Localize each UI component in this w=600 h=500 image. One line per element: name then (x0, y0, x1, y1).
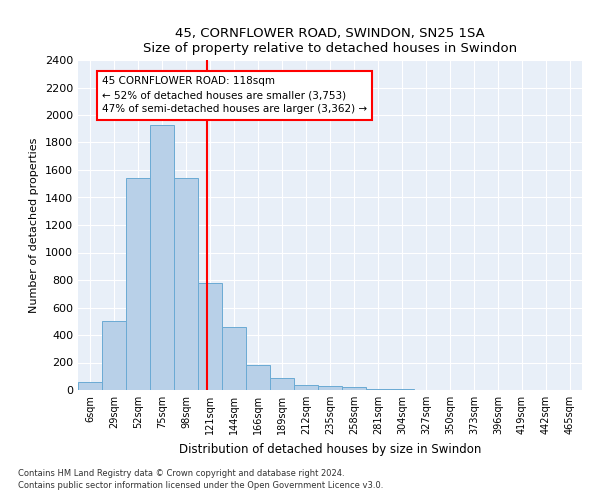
Bar (246, 364, 270, 390)
Bar (294, 385, 318, 390)
Bar (174, 178, 198, 390)
Bar (78, 382, 102, 390)
Bar (126, 178, 150, 390)
X-axis label: Distribution of detached houses by size in Swindon: Distribution of detached houses by size … (179, 442, 481, 456)
Bar (150, 124, 174, 390)
Bar (270, 378, 294, 390)
Title: 45, CORNFLOWER ROAD, SWINDON, SN25 1SA
Size of property relative to detached hou: 45, CORNFLOWER ROAD, SWINDON, SN25 1SA S… (143, 26, 517, 54)
Bar (102, 322, 126, 390)
Bar (198, 283, 222, 390)
Text: Contains public sector information licensed under the Open Government Licence v3: Contains public sector information licen… (18, 480, 383, 490)
Text: 45 CORNFLOWER ROAD: 118sqm
← 52% of detached houses are smaller (3,753)
47% of s: 45 CORNFLOWER ROAD: 118sqm ← 52% of deta… (102, 76, 367, 114)
Y-axis label: Number of detached properties: Number of detached properties (29, 138, 40, 312)
Text: Contains HM Land Registry data © Crown copyright and database right 2024.: Contains HM Land Registry data © Crown c… (18, 469, 344, 478)
Bar (318, 386, 342, 390)
Bar (342, 387, 366, 390)
Bar (222, 327, 246, 390)
